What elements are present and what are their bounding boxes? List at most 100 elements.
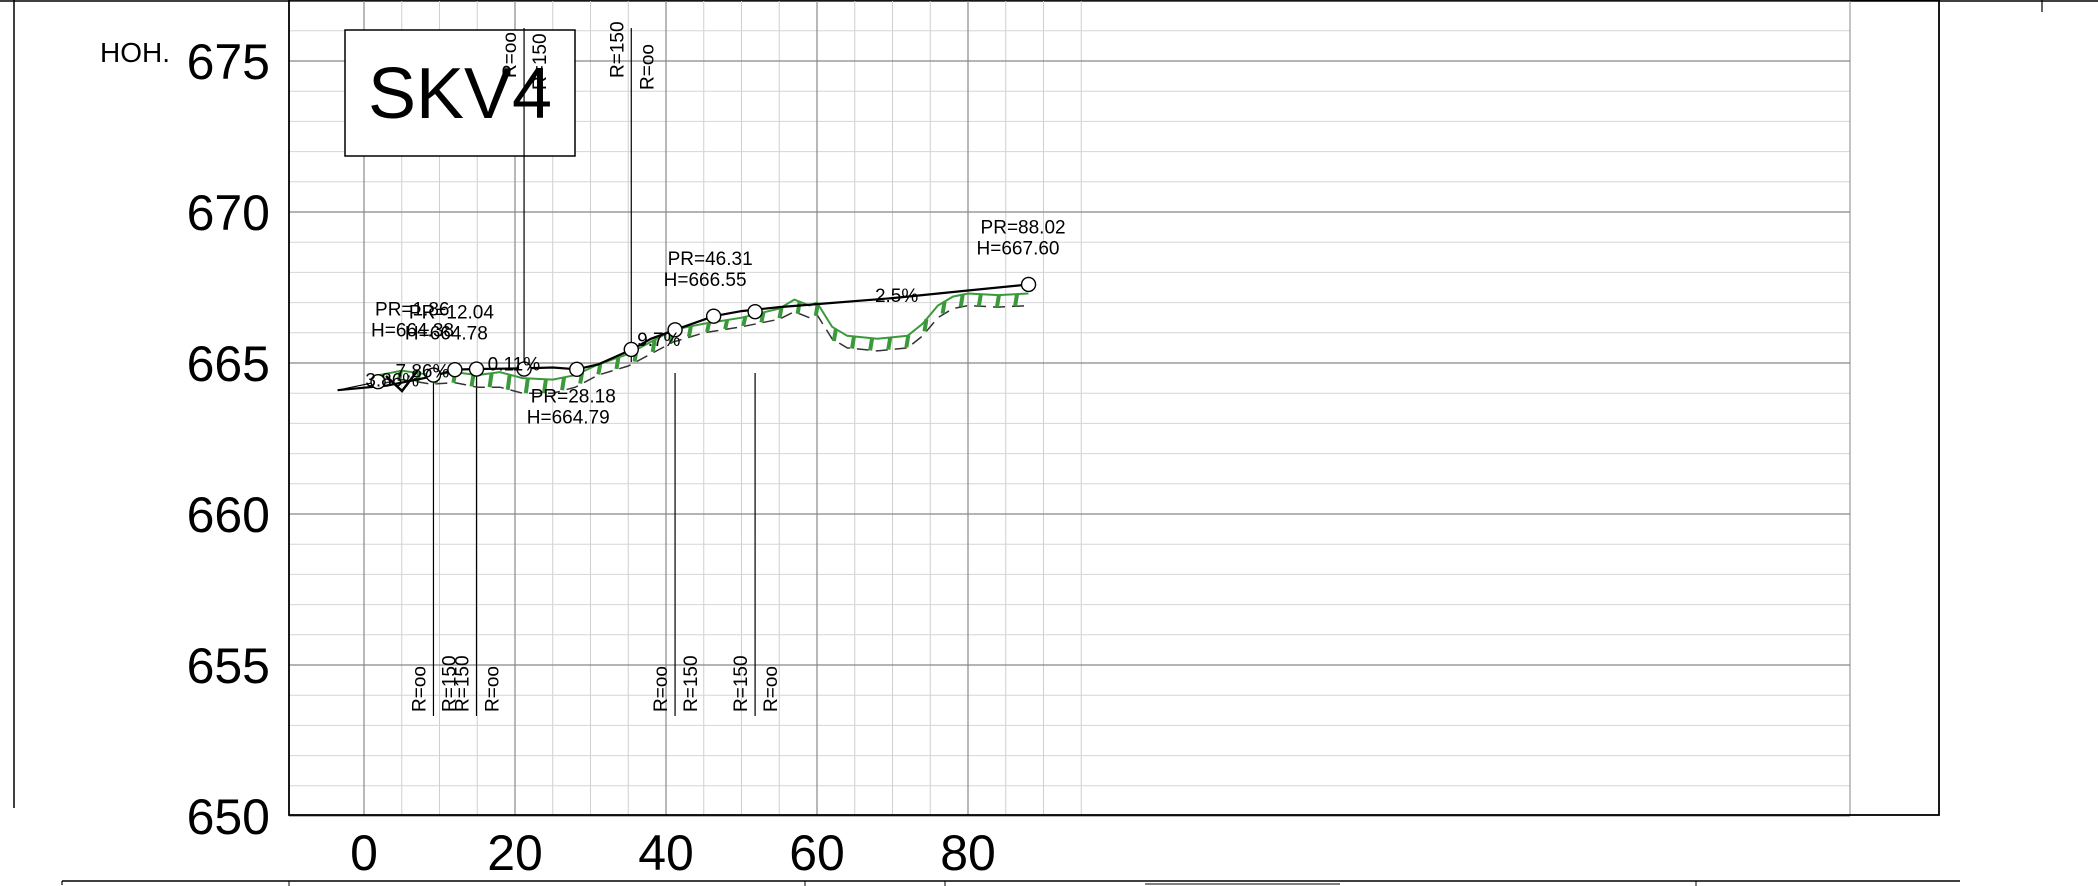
- y-tick-label: 675: [187, 34, 270, 90]
- point-chainage-label: PR=1.86: [375, 300, 449, 321]
- hatch-mark: [541, 378, 548, 394]
- y-tick-label: 660: [187, 487, 270, 543]
- point-height-label: H=667.60: [977, 238, 1060, 259]
- hatch-mark: [723, 319, 730, 330]
- hatch-mark: [686, 325, 693, 338]
- y-axis-ticks: 650 655 660 665 670 675: [187, 34, 270, 845]
- grade-labels: 3.86%7.86% 0.11% 9.7% 2.5%: [365, 286, 918, 392]
- hatch-mark: [741, 316, 748, 327]
- hatch-mark: [922, 318, 929, 332]
- vertex-circle: [447, 361, 463, 378]
- hatch-mark: [705, 322, 711, 333]
- point-chainage-label: PR=46.31: [668, 249, 753, 270]
- hatch-mark: [850, 336, 856, 349]
- hatch-mark: [1013, 293, 1020, 307]
- vertex-circle: [623, 341, 639, 358]
- hatch-mark: [759, 312, 766, 323]
- hatch-mark: [777, 306, 784, 319]
- curve-radius-label: R=oo: [500, 32, 521, 78]
- hatch-mark: [469, 374, 476, 387]
- curve-radius-label: R=150: [607, 21, 628, 78]
- hatch-mark: [940, 301, 947, 314]
- point-height-label: H=664.38: [371, 321, 454, 342]
- curve-marker: R=150 R=oo: [452, 373, 503, 716]
- vertex-circles: [370, 276, 1037, 390]
- hatch-mark: [813, 303, 820, 317]
- vertex-circle: [747, 303, 763, 320]
- vertex-circle: [468, 361, 485, 377]
- curve-marker: R=150 R=oo: [607, 21, 658, 362]
- x-tick-label: 0: [350, 825, 378, 881]
- vertex-circle: [705, 308, 722, 324]
- vertex-circle: [425, 367, 442, 383]
- grade-label: 0.11%: [488, 355, 541, 376]
- curve-marker: R=oo R=150: [500, 28, 551, 362]
- hatch-mark: [523, 378, 530, 394]
- hatch-mark: [904, 334, 911, 348]
- vertex-circle: [516, 361, 532, 377]
- hatch-mark: [487, 372, 494, 388]
- hatch-mark: [958, 294, 965, 308]
- hatch-mark: [831, 328, 838, 342]
- curve-radius-label: R=150: [731, 655, 752, 712]
- grade-label: 7.86%: [396, 362, 450, 383]
- y-tick-label: 650: [187, 789, 270, 845]
- hatch-mark: [505, 374, 512, 391]
- hatch-mark: [994, 294, 1001, 308]
- hatch-mark: [596, 363, 603, 375]
- point-height-label: H=666.55: [664, 270, 747, 291]
- subgrade-line: [378, 304, 1029, 394]
- x-tick-label: 40: [638, 825, 694, 881]
- hatch-mark: [397, 370, 403, 381]
- hatch-mark: [650, 339, 657, 353]
- x-axis-ticks: 0 20 40 60 80: [350, 825, 996, 881]
- point-chainage-label: PR=88.02: [981, 217, 1066, 238]
- hatch-mark: [868, 337, 875, 351]
- grade-label: 3.86%: [365, 371, 419, 392]
- hatch-mark: [795, 301, 802, 315]
- point-labels: PR=1.86H=664.38PR=12.04H=664.78PR=28.18H…: [371, 217, 1066, 428]
- curve-radius-label: R=150: [530, 33, 551, 90]
- y-axis-unit-label: HOH.: [100, 37, 170, 68]
- y-tick-label: 670: [187, 185, 270, 241]
- hatch-mark: [560, 377, 567, 391]
- y-tick-label: 665: [187, 336, 270, 392]
- curve-radius-label: R=oo: [409, 666, 430, 712]
- point-chainage-label: PR=28.18: [531, 386, 616, 407]
- point-height-label: H=664.79: [527, 407, 610, 428]
- hatch-mark: [614, 357, 621, 370]
- start-marker: [385, 369, 419, 393]
- grade-label: 2.5%: [875, 286, 918, 307]
- terrain-line: [378, 292, 1029, 381]
- vertex-circle: [1020, 276, 1037, 293]
- curve-radius-label: R=150: [681, 655, 702, 712]
- hatch-mark: [886, 337, 893, 350]
- title-label: SKV4: [368, 54, 552, 134]
- title-box: [344, 29, 576, 157]
- curve-radius-label: R=oo: [651, 666, 672, 712]
- curve-radius-label: R=oo: [761, 666, 782, 712]
- hatch-mark: [976, 293, 983, 307]
- profile-band-table: [61, 880, 1960, 886]
- curve-radius-label: R=oo: [482, 666, 503, 712]
- grade-label: 9.7%: [637, 330, 680, 351]
- vertex-circle: [370, 374, 386, 390]
- x-tick-label: 20: [487, 825, 543, 881]
- curve-radius-label: R=150: [452, 655, 473, 712]
- curve-radius-label: R=150: [439, 655, 460, 712]
- curve-radius-label: R=oo: [637, 44, 658, 90]
- plot-border: [288, 0, 1940, 816]
- curve-marker: R=oo R=150: [409, 373, 460, 716]
- hatch-mark: [415, 372, 422, 383]
- vertex-circle: [667, 322, 683, 338]
- y-tick-label: 655: [187, 638, 270, 694]
- curve-marker: R=150 R=oo: [731, 373, 782, 716]
- vertex-circle: [569, 361, 585, 378]
- curve-marker: R=oo R=150: [651, 373, 702, 716]
- x-tick-label: 80: [940, 825, 996, 881]
- x-tick-label: 60: [789, 825, 845, 881]
- point-height-label: H=664.78: [405, 324, 488, 345]
- point-chainage-label: PR=12.04: [409, 303, 494, 324]
